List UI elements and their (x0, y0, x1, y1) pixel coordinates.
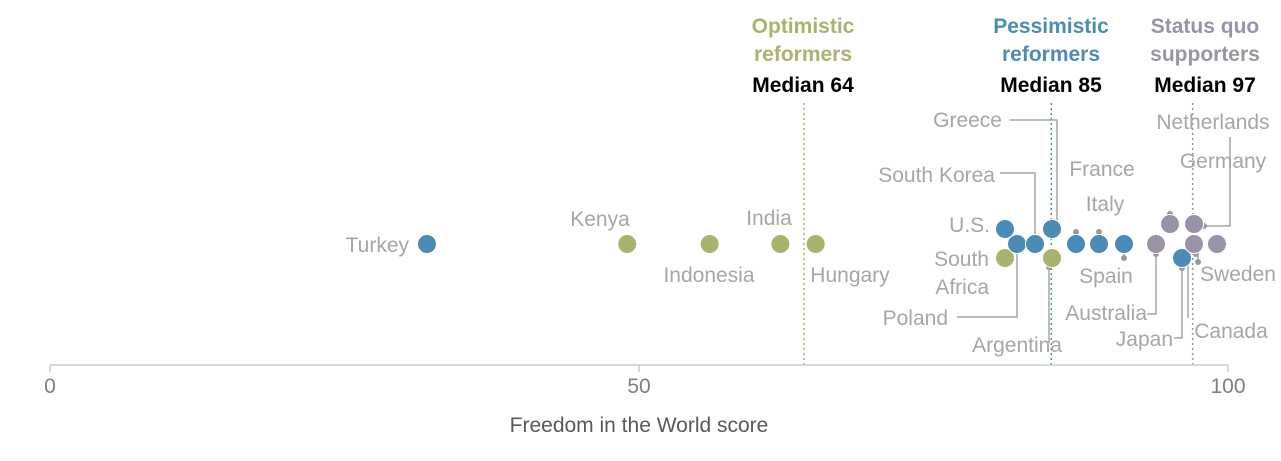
group-median-statusquo: Median 97 (1154, 74, 1256, 97)
label-poland: Poland (883, 307, 948, 330)
label-india: India (746, 207, 792, 230)
dot-australia (1146, 234, 1166, 254)
connector-end-france (1073, 229, 1079, 235)
country-labels: Turkey Kenya Indonesia India Hungary U.S. Sout… (346, 109, 1276, 357)
x-axis-title: Freedom in the World score (510, 414, 769, 437)
label-turkey: Turkey (346, 234, 410, 257)
x-axis: 0 50 100 Freedom in the World score (44, 364, 1246, 437)
dot-poland (1007, 234, 1027, 254)
x-tick-label-0: 0 (44, 375, 56, 398)
dot-netherlands (1184, 214, 1204, 234)
label-indonesia: Indonesia (663, 264, 754, 287)
group-headers: Optimistic reformers Median 64 Pessimistic r… (752, 15, 1260, 97)
dot-france (1066, 234, 1086, 254)
connector-netherlands (1204, 137, 1231, 227)
group-median-optimistic: Median 64 (752, 74, 854, 97)
label-canada: Canada (1194, 320, 1268, 343)
dot-germany (1160, 214, 1180, 234)
group-name-optimistic-line2: reformers (754, 43, 852, 66)
group-name-statusquo-line1: Status quo (1151, 15, 1260, 38)
label-netherlands: Netherlands (1156, 111, 1269, 134)
dot-japan (1172, 248, 1192, 268)
label-kenya: Kenya (570, 208, 630, 231)
connector-australia (1147, 254, 1157, 315)
label-spain: Spain (1079, 265, 1133, 288)
group-name-pessimistic-line2: reformers (1002, 43, 1100, 66)
connector-end-italy (1096, 229, 1102, 235)
dot-south-korea (1025, 234, 1045, 254)
label-south-africa-line1: South (934, 248, 989, 271)
dot-canada (1184, 234, 1204, 254)
label-hungary: Hungary (810, 264, 890, 287)
connector-end-sweden (1195, 259, 1201, 265)
label-south-korea: South Korea (878, 164, 995, 187)
dot-italy (1089, 234, 1109, 254)
label-italy: Italy (1086, 193, 1125, 216)
dot-argentina (1042, 248, 1062, 268)
label-greece: Greece (933, 109, 1002, 132)
dot-turkey (416, 234, 437, 254)
dot-indonesia (699, 234, 720, 254)
dot-u-s (995, 219, 1015, 239)
data-points (416, 214, 1227, 268)
label-argentina: Argentina (972, 334, 1062, 357)
label-sweden: Sweden (1200, 263, 1276, 286)
group-name-pessimistic-line1: Pessimistic (993, 15, 1109, 38)
group-name-optimistic-line1: Optimistic (752, 15, 855, 38)
dot-hungary (805, 234, 826, 254)
connector-japan (1174, 268, 1183, 339)
label-germany: Germany (1180, 150, 1267, 173)
connector-south-korea (1000, 172, 1036, 238)
label-japan: Japan (1116, 328, 1173, 351)
group-median-pessimistic: Median 85 (1000, 74, 1102, 97)
connector-poland (957, 249, 1018, 318)
label-france: France (1069, 158, 1134, 181)
group-name-statusquo-line2: supporters (1150, 43, 1260, 66)
connector-end-spain (1121, 255, 1127, 261)
label-u-s: U.S. (949, 214, 990, 237)
x-tick-label-100: 100 (1210, 375, 1245, 398)
dot-sweden (1207, 234, 1227, 254)
label-australia: Australia (1065, 302, 1147, 325)
dot-spain (1114, 234, 1134, 254)
x-tick-label-50: 50 (627, 375, 650, 398)
dot-south-africa (995, 248, 1015, 268)
label-south-africa-line2: Africa (935, 276, 989, 299)
dot-india (770, 234, 791, 254)
dot-greece (1042, 219, 1062, 239)
connector-greece (1010, 119, 1058, 224)
dot-kenya (617, 234, 638, 254)
